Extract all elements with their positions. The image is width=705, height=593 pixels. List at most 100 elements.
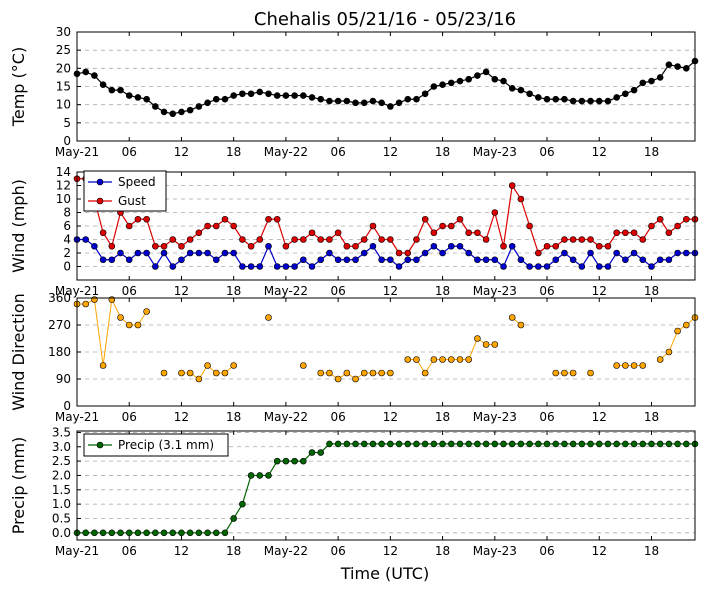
y-tick-label: 12 bbox=[56, 179, 71, 193]
data-point bbox=[587, 369, 594, 377]
data-point bbox=[282, 242, 290, 250]
x-tick-label: May-21 bbox=[55, 284, 99, 298]
data-point bbox=[360, 236, 368, 243]
data-point bbox=[552, 440, 560, 448]
data-point bbox=[517, 86, 525, 94]
data-point bbox=[682, 321, 690, 329]
data-point bbox=[352, 99, 359, 107]
data-point bbox=[491, 440, 499, 448]
data-point bbox=[630, 249, 638, 257]
series-1 bbox=[73, 57, 699, 118]
data-point bbox=[465, 356, 472, 363]
data-point bbox=[160, 369, 168, 377]
data-point bbox=[169, 110, 177, 118]
data-point bbox=[273, 263, 281, 270]
data-point bbox=[456, 440, 464, 448]
data-point bbox=[587, 249, 594, 257]
legend-box bbox=[83, 433, 229, 457]
data-point bbox=[474, 440, 481, 448]
data-point bbox=[656, 356, 664, 363]
data-point bbox=[491, 256, 499, 264]
data-point bbox=[404, 256, 412, 264]
y-tick-label: 1.0 bbox=[52, 497, 71, 511]
data-point bbox=[169, 529, 177, 537]
x-tick-label: May-22 bbox=[264, 284, 308, 298]
data-point bbox=[125, 92, 133, 99]
y-tick-label: 6 bbox=[63, 219, 71, 233]
data-point bbox=[421, 90, 429, 98]
data-point bbox=[360, 99, 368, 107]
x-tick-label: 06 bbox=[122, 145, 137, 159]
data-point bbox=[639, 236, 647, 243]
data-point bbox=[491, 209, 499, 216]
data-point bbox=[273, 92, 281, 99]
data-point bbox=[430, 242, 438, 250]
x-tick-label: 18 bbox=[435, 284, 450, 298]
x-tick-label: 18 bbox=[226, 284, 241, 298]
data-point bbox=[117, 314, 124, 321]
data-point bbox=[343, 440, 351, 448]
data-point bbox=[91, 296, 98, 303]
y-tick-label: 5 bbox=[63, 116, 71, 130]
data-point bbox=[143, 308, 150, 315]
data-point bbox=[378, 256, 385, 264]
data-point bbox=[239, 263, 246, 270]
series-segment bbox=[407, 337, 495, 374]
data-point bbox=[212, 256, 220, 264]
data-point bbox=[561, 249, 568, 257]
y-tick-label: 30 bbox=[56, 25, 71, 39]
data-point bbox=[630, 440, 638, 448]
data-point bbox=[656, 74, 664, 81]
data-point bbox=[352, 375, 359, 383]
data-point bbox=[613, 94, 620, 101]
data-point bbox=[204, 249, 211, 257]
data-point bbox=[117, 86, 124, 94]
data-point bbox=[308, 229, 316, 237]
x-tick-label: 12 bbox=[592, 410, 607, 424]
data-point bbox=[300, 362, 307, 369]
data-point bbox=[682, 440, 690, 448]
data-point bbox=[317, 369, 325, 377]
data-point bbox=[500, 77, 507, 85]
series-line bbox=[77, 443, 695, 534]
data-point bbox=[152, 103, 159, 110]
data-point bbox=[387, 256, 394, 264]
data-point bbox=[343, 97, 351, 105]
data-point bbox=[378, 440, 385, 448]
data-point bbox=[543, 263, 551, 270]
data-point bbox=[439, 81, 446, 88]
data-point bbox=[230, 222, 237, 230]
data-point bbox=[526, 440, 533, 448]
data-point bbox=[239, 500, 246, 508]
data-point bbox=[430, 83, 438, 90]
data-point bbox=[561, 95, 568, 103]
data-point bbox=[413, 95, 420, 103]
y-tick-label: 2 bbox=[63, 246, 71, 260]
data-point bbox=[108, 256, 116, 264]
data-point bbox=[178, 108, 185, 116]
data-point bbox=[413, 236, 420, 243]
data-point bbox=[439, 222, 446, 230]
series-line bbox=[76, 60, 696, 115]
data-point bbox=[543, 440, 551, 448]
data-point bbox=[404, 440, 412, 448]
data-point bbox=[395, 249, 403, 257]
y-tick-label: 0.5 bbox=[52, 511, 71, 525]
data-point bbox=[526, 263, 533, 270]
data-point bbox=[421, 249, 429, 257]
data-point bbox=[169, 236, 177, 243]
data-point bbox=[543, 95, 551, 103]
data-point bbox=[221, 529, 229, 537]
data-point bbox=[308, 449, 316, 456]
x-tick-label: 06 bbox=[539, 145, 554, 159]
data-point bbox=[613, 440, 620, 448]
data-point bbox=[291, 92, 298, 99]
data-point bbox=[395, 263, 403, 270]
data-point bbox=[378, 369, 385, 377]
data-point bbox=[125, 256, 133, 264]
data-point bbox=[395, 440, 403, 448]
data-point bbox=[82, 300, 90, 308]
data-point bbox=[360, 249, 368, 257]
y-axis-title: Precip (mm) bbox=[9, 437, 28, 535]
data-point bbox=[648, 77, 655, 85]
